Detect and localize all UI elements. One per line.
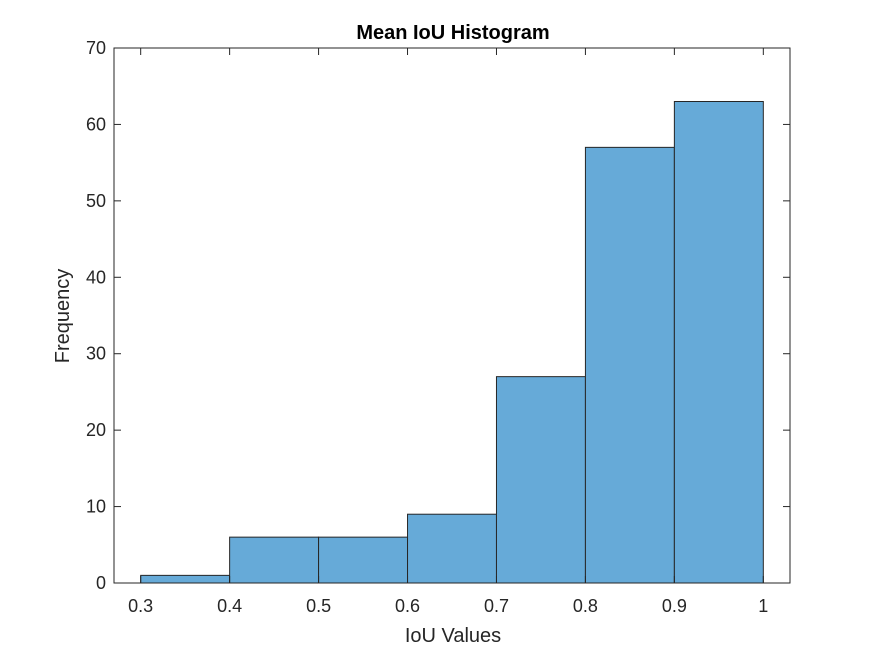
x-tick-label: 0.4 <box>217 596 242 616</box>
histogram-bar <box>584 146 675 584</box>
y-tick-label: 30 <box>86 344 106 364</box>
y-tick-label: 0 <box>96 573 106 593</box>
x-tick-label: 0.3 <box>128 596 153 616</box>
y-tick-label: 70 <box>86 38 106 58</box>
histogram-bar <box>140 574 231 584</box>
bars-group <box>140 101 764 584</box>
y-tick-label: 50 <box>86 191 106 211</box>
chart-title: Mean IoU Histogram <box>356 22 549 44</box>
y-tick-label: 60 <box>86 114 106 134</box>
x-tick-label: 0.8 <box>573 596 598 616</box>
y-tick-label: 40 <box>86 267 106 287</box>
y-axis-ticks: 0 10 20 30 40 50 60 70 <box>86 38 790 593</box>
y-tick-label: 10 <box>86 497 106 517</box>
histogram-bar <box>407 513 497 584</box>
histogram-bar <box>673 101 764 584</box>
x-axis-label: IoU Values <box>405 625 501 647</box>
x-tick-label: 0.5 <box>306 596 331 616</box>
x-tick-label: 0.7 <box>484 596 509 616</box>
x-tick-label: 0.9 <box>662 596 687 616</box>
x-tick-label: 1 <box>758 596 768 616</box>
y-axis-label: Frequency <box>52 269 74 364</box>
x-axis-ticks: 0.3 0.4 0.5 0.6 0.7 0.8 0.9 1 <box>128 48 768 616</box>
histogram-bar <box>318 536 409 584</box>
y-tick-label: 20 <box>86 420 106 440</box>
axes-frame <box>113 47 791 584</box>
x-tick-label: 0.6 <box>395 596 420 616</box>
histogram-bar <box>495 376 586 584</box>
histogram-bar <box>229 536 320 584</box>
